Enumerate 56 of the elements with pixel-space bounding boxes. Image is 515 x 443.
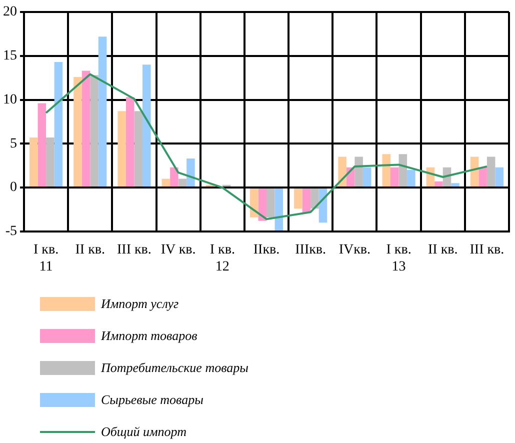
bar	[434, 181, 443, 187]
bar	[398, 154, 408, 187]
y-tick-label: 0	[10, 180, 17, 196]
x-tick-label: I кв. 11	[34, 242, 59, 274]
x-tick-label: I кв. 13	[386, 242, 412, 274]
bar	[338, 156, 346, 187]
y-tick-label: 10	[3, 92, 17, 108]
bar	[266, 188, 275, 218]
x-tick-label: II кв.	[428, 242, 458, 258]
legend-label: Импорт товаров	[101, 328, 198, 344]
bar	[186, 158, 195, 187]
bar	[486, 156, 496, 187]
x-tick-label: I кв. 12	[210, 242, 235, 274]
bar	[134, 111, 142, 187]
bar	[294, 188, 302, 209]
bar	[310, 188, 319, 209]
bar	[302, 188, 311, 213]
legend-label: Потребительские товары	[101, 360, 248, 376]
bar	[82, 70, 90, 187]
legend-label: Общий импорт	[101, 424, 187, 440]
bar	[54, 62, 63, 187]
y-tick-label: 5	[10, 136, 17, 152]
x-tick-label: IIIкв.	[295, 242, 326, 258]
bar	[258, 188, 266, 221]
x-tick-label: IIкв.	[253, 242, 280, 258]
bar	[274, 188, 284, 231]
bar	[30, 137, 38, 187]
y-tick-label: 15	[3, 48, 17, 64]
bar	[495, 167, 504, 187]
bar	[98, 36, 107, 187]
bar	[162, 178, 170, 187]
x-tick-label: IV кв.	[160, 242, 196, 258]
x-tick-label: III кв.	[470, 242, 504, 258]
legend-label: Импорт услуг	[101, 296, 179, 312]
bar	[126, 97, 134, 187]
bar	[74, 76, 82, 187]
bar	[170, 167, 178, 187]
bar	[142, 64, 151, 187]
y-tick-label: -5	[5, 224, 17, 240]
x-tick-label: IVкв.	[338, 242, 371, 258]
bar	[38, 103, 46, 187]
bar	[362, 167, 372, 187]
bar	[178, 178, 187, 187]
bar	[407, 170, 416, 187]
bar	[118, 111, 126, 187]
legend-label: Сырьевые товары	[101, 392, 204, 408]
bar	[382, 154, 391, 187]
bar	[451, 183, 460, 187]
y-tick-label: 20	[3, 4, 17, 20]
bar	[90, 75, 98, 187]
x-tick-label: III кв.	[117, 242, 152, 258]
x-tick-label: II кв.	[75, 242, 106, 258]
bar	[46, 137, 54, 187]
bar	[354, 156, 363, 187]
bar	[478, 167, 487, 187]
bar	[390, 167, 399, 187]
